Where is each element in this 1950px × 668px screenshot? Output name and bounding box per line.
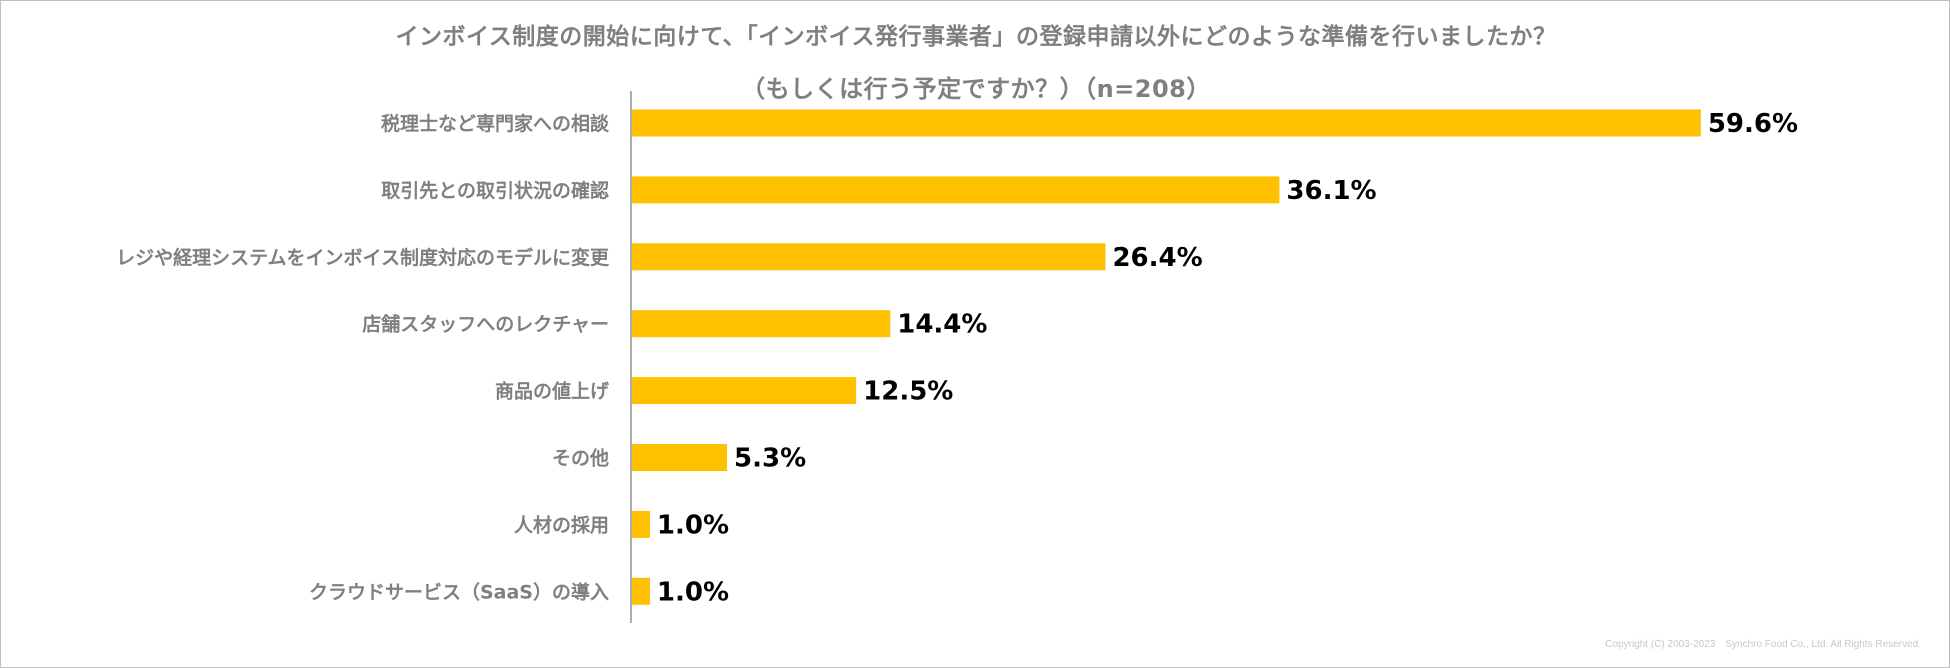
category-label: クラウドサービス（SaaS）の導入: [309, 580, 609, 603]
category-label: 取引先との取引状況の確認: [381, 179, 609, 202]
category-label: 人材の採用: [514, 513, 609, 536]
category-label: 店舗スタッフへのレクチャー: [362, 313, 609, 336]
category-label: 商品の値上げ: [495, 380, 610, 403]
copyright-notice: Copyright (C) 2003-2023 Synchro Food Co.…: [1605, 639, 1921, 650]
bar: [632, 243, 1106, 271]
value-label: 1.0%: [657, 577, 729, 607]
bar: [632, 176, 1280, 204]
value-label: 59.6%: [1708, 109, 1798, 139]
value-label: 1.0%: [657, 510, 729, 540]
value-label: 36.1%: [1286, 176, 1376, 206]
value-label: 12.5%: [863, 377, 953, 407]
value-label: 26.4%: [1112, 243, 1202, 273]
category-label: レジや経理システムをインボイス制度対応のモデルに変更: [116, 246, 610, 269]
category-label: 税理士など専門家への相談: [381, 112, 610, 135]
bar: [632, 444, 728, 471]
value-label: 14.4%: [897, 310, 987, 340]
bar: [632, 310, 891, 338]
bar: [632, 109, 1701, 137]
value-label: 5.3%: [734, 444, 806, 474]
chart-subtitle: （もしくは行う予定ですか？）（n=208）: [741, 75, 1211, 103]
bar: [632, 510, 650, 538]
bar: [632, 577, 650, 605]
bar: [632, 377, 857, 405]
chart-title: インボイス制度の開始に向けて、「インボイス発行事業者」の登録申請以外にどのような…: [395, 24, 1557, 50]
category-label: その他: [552, 447, 609, 470]
